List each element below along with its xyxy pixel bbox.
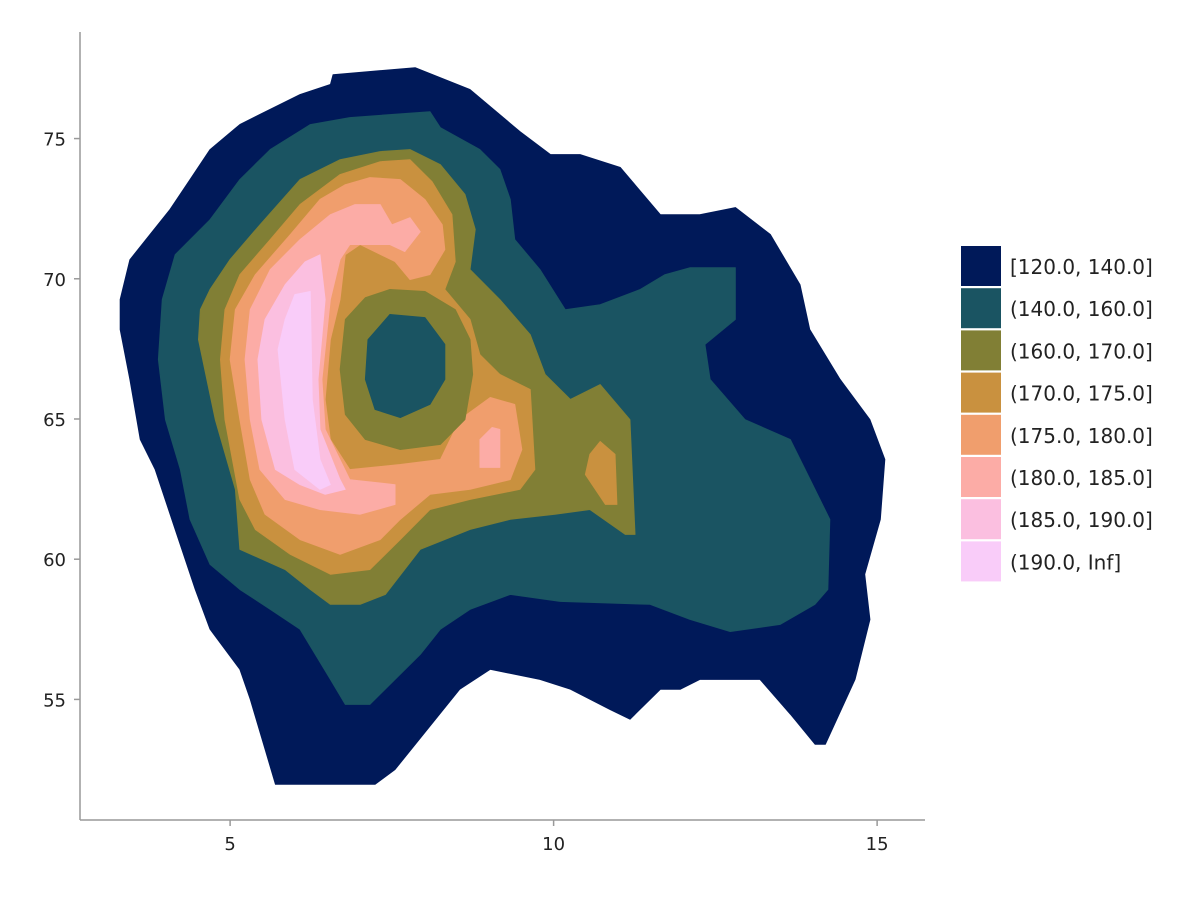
legend-swatch	[961, 414, 1001, 455]
legend-swatch	[961, 330, 1001, 371]
legend-swatch	[961, 457, 1001, 497]
legend-swatch	[961, 499, 1001, 540]
legend-label: (160.0, 170.0]	[1010, 339, 1153, 363]
legend-swatch	[961, 372, 1001, 413]
y-tick-label: 75	[43, 130, 66, 151]
legend-label: (180.0, 185.0]	[1010, 466, 1153, 490]
y-tick-label: 65	[43, 410, 66, 431]
legend-swatch	[961, 288, 1001, 329]
contour-regions	[119, 67, 886, 785]
legend: [120.0, 140.0] (140.0, 160.0] (160.0, 170.…	[961, 246, 1153, 582]
legend-label: (140.0, 160.0]	[1010, 297, 1153, 321]
y-tick-label: 70	[43, 270, 66, 291]
y-axis-ticks: 55 60 65 70 75	[43, 130, 80, 711]
x-axis-ticks: 5 10 15	[224, 820, 889, 855]
legend-label: (170.0, 175.0]	[1010, 382, 1153, 406]
legend-label: [120.0, 140.0]	[1010, 255, 1153, 279]
contour-region-level-3	[584, 440, 618, 505]
contour-region-level-5	[479, 426, 501, 468]
legend-label: (175.0, 180.0]	[1010, 424, 1153, 448]
contour-region-level-1	[364, 313, 446, 419]
x-tick-label: 5	[224, 834, 235, 855]
x-tick-label: 15	[866, 834, 889, 855]
x-tick-label: 10	[542, 834, 565, 855]
y-tick-label: 60	[43, 550, 66, 571]
y-tick-label: 55	[43, 690, 66, 711]
contour-region-level-7	[277, 290, 331, 490]
legend-label: (190.0, Inf]	[1010, 550, 1121, 574]
legend-swatch	[961, 541, 1001, 582]
legend-swatch	[961, 246, 1001, 286]
legend-label: (185.0, 190.0]	[1010, 508, 1153, 532]
